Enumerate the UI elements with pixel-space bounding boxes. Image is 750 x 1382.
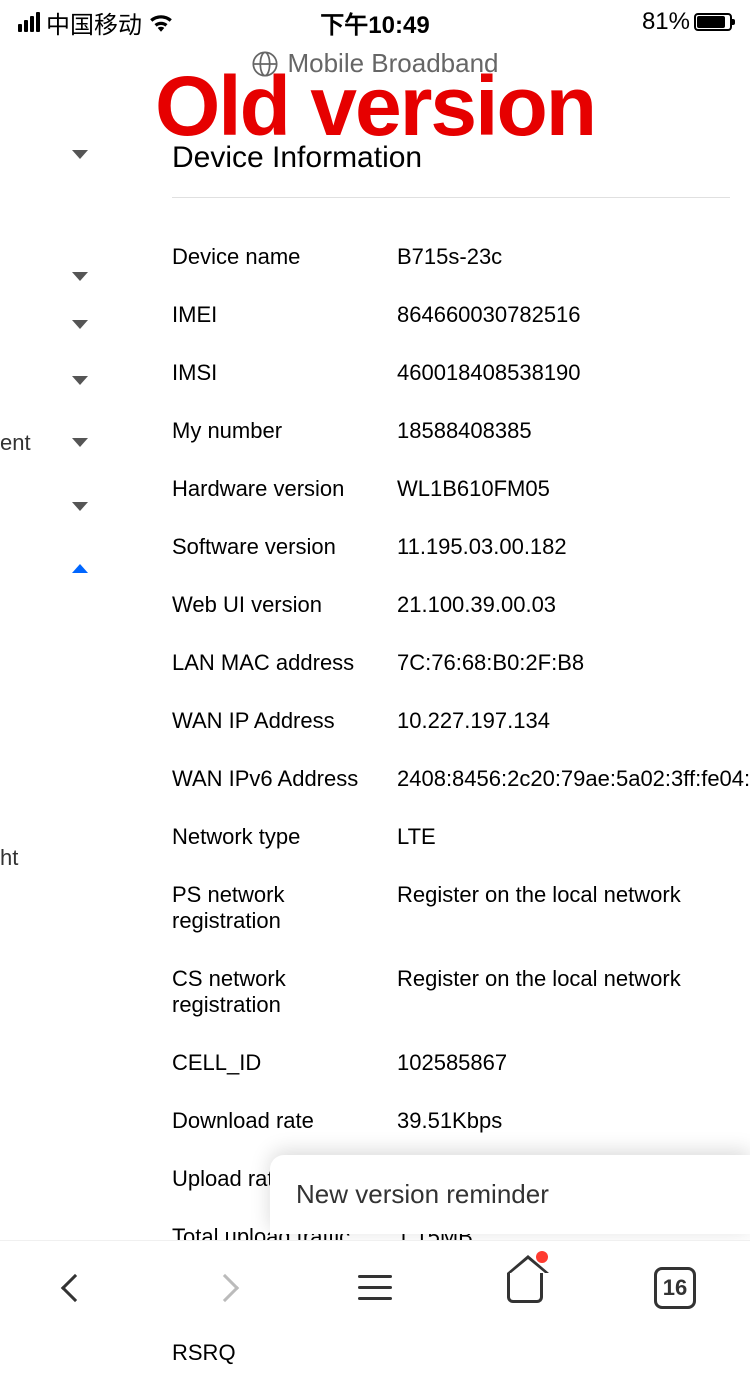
back-button[interactable] [48, 1261, 102, 1315]
battery-percent: 81% [642, 8, 690, 36]
info-row: Hardware versionWL1B610FM05 [172, 460, 750, 518]
menu-icon [358, 1275, 392, 1300]
info-label: Web UI version [172, 592, 397, 618]
info-row: CELL_ID102585867 [172, 1034, 750, 1092]
carrier-label: 中国移动 [46, 5, 142, 40]
sidebar-item[interactable] [0, 272, 100, 281]
info-label: LAN MAC address [172, 650, 397, 676]
page-header: Mobile Broadband Old version [0, 44, 750, 79]
info-row: CS network registrationRegister on the l… [172, 950, 750, 1034]
info-row: Web UI version21.100.39.00.03 [172, 576, 750, 634]
info-value: Register on the local network [397, 966, 750, 1018]
chevron-up-icon [72, 564, 88, 573]
info-row: WAN IPv6 Address2408:8456:2c20:79ae:5a02… [172, 750, 750, 808]
info-value: 102585867 [397, 1050, 750, 1076]
forward-button[interactable] [198, 1261, 252, 1315]
info-value: 21.100.39.00.03 [397, 592, 750, 618]
sidebar-item[interactable] [0, 320, 100, 329]
info-label: IMSI [172, 360, 397, 386]
info-value: B715s-23c [397, 244, 750, 270]
info-label: Network type [172, 824, 397, 850]
signal-icon [18, 12, 40, 32]
info-row: Network typeLTE [172, 808, 750, 866]
info-row: LAN MAC address7C:76:68:B0:2F:B8 [172, 634, 750, 692]
info-value: 460018408538190 [397, 360, 750, 386]
info-label: Hardware version [172, 476, 397, 502]
info-label: Software version [172, 534, 397, 560]
home-icon [507, 1273, 543, 1303]
info-label: Device name [172, 244, 397, 270]
popup-title: New version reminder [296, 1179, 549, 1209]
chevron-down-icon [72, 272, 88, 281]
section-divider [172, 197, 730, 198]
info-value [397, 1340, 750, 1366]
info-value: LTE [397, 824, 750, 850]
status-bar: 中国移动 下午10:49 81% [0, 0, 750, 44]
info-row: WAN IP Address10.227.197.134 [172, 692, 750, 750]
status-right: 81% [642, 8, 732, 36]
sidebar-item-label: ent [0, 430, 31, 456]
info-label: WAN IPv6 Address [172, 766, 397, 792]
battery-icon [694, 13, 732, 31]
status-time: 下午10:49 [320, 5, 429, 40]
info-row: Device nameB715s-23c [172, 228, 750, 286]
sidebar-item[interactable] [0, 502, 100, 511]
info-value: 11.195.03.00.182 [397, 534, 750, 560]
browser-toolbar: 16 [0, 1240, 750, 1334]
info-label: CS network registration [172, 966, 397, 1018]
sidebar-item[interactable]: ent [0, 438, 100, 447]
overlay-annotation: Old version [155, 64, 595, 148]
info-value: 10.227.197.134 [397, 708, 750, 734]
info-label: CELL_ID [172, 1050, 397, 1076]
info-label: RSRQ [172, 1340, 397, 1366]
info-label: Download rate [172, 1108, 397, 1134]
home-button[interactable] [498, 1261, 552, 1315]
info-row: PS network registrationRegister on the l… [172, 866, 750, 950]
info-row: IMSI460018408538190 [172, 344, 750, 402]
info-value: 7C:76:68:B0:2F:B8 [397, 650, 750, 676]
info-value: Register on the local network [397, 882, 750, 934]
info-value: 39.51Kbps [397, 1108, 750, 1134]
chevron-left-icon [61, 1273, 89, 1301]
chevron-down-icon [72, 502, 88, 511]
sidebar-item-label: ht [0, 845, 18, 871]
info-label: PS network registration [172, 882, 397, 934]
info-row: Software version11.195.03.00.182 [172, 518, 750, 576]
notification-dot-icon [536, 1251, 548, 1263]
chevron-down-icon [72, 320, 88, 329]
info-value: WL1B610FM05 [397, 476, 750, 502]
new-version-popup[interactable]: New version reminder [270, 1155, 750, 1234]
info-value: 18588408385 [397, 418, 750, 444]
tab-count-badge: 16 [654, 1267, 696, 1309]
chevron-down-icon [72, 150, 88, 159]
info-row: Download rate39.51Kbps [172, 1092, 750, 1150]
wifi-icon [148, 12, 174, 32]
info-row: My number18588408385 [172, 402, 750, 460]
menu-button[interactable] [348, 1261, 402, 1315]
tabs-button[interactable]: 16 [648, 1261, 702, 1315]
info-value: 864660030782516 [397, 302, 750, 328]
chevron-right-icon [211, 1273, 239, 1301]
sidebar-item[interactable] [0, 150, 100, 159]
chevron-down-icon [72, 376, 88, 385]
info-label: WAN IP Address [172, 708, 397, 734]
info-label: IMEI [172, 302, 397, 328]
sidebar-item-active[interactable] [0, 564, 100, 573]
chevron-down-icon [72, 438, 88, 447]
info-label: My number [172, 418, 397, 444]
info-row: IMEI864660030782516 [172, 286, 750, 344]
info-value: 2408:8456:2c20:79ae:5a02:3ff:fe04:506 [397, 766, 750, 792]
sidebar-item[interactable] [0, 376, 100, 385]
status-left: 中国移动 [18, 5, 174, 40]
